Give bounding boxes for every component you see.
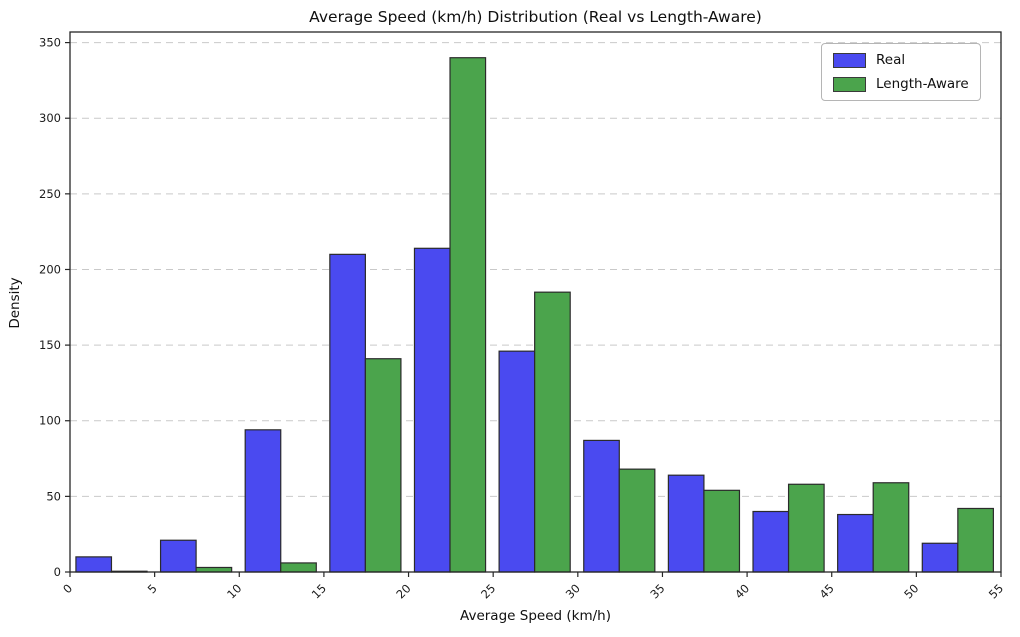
bar-real-bin-0 xyxy=(75,556,113,573)
legend-item-length-aware: Length-Aware xyxy=(833,76,969,92)
x-tick-label: 30 xyxy=(563,581,583,601)
bar-length-aware-bin-7 xyxy=(703,489,741,573)
x-tick-label: 10 xyxy=(224,581,244,601)
bar-real-bin-3 xyxy=(329,253,366,573)
bar-real-bin-2 xyxy=(244,429,282,573)
y-tick-label: 50 xyxy=(46,489,61,503)
legend: Real Length-Aware xyxy=(821,43,981,101)
bar-length-aware-bin-6 xyxy=(618,468,656,573)
x-tick-label: 55 xyxy=(986,581,1006,601)
bar-length-aware-bin-5 xyxy=(534,291,571,573)
bar-length-aware-bin-4 xyxy=(449,57,487,573)
x-tick-label: 45 xyxy=(817,581,837,601)
legend-swatch-length-aware-icon xyxy=(833,76,866,92)
y-axis-label: Density xyxy=(7,277,23,329)
x-tick-label: 20 xyxy=(393,581,413,601)
x-tick-label: 40 xyxy=(732,581,752,601)
y-tick-label: 350 xyxy=(39,36,61,50)
y-tick-label: 100 xyxy=(39,414,61,428)
x-tick-label: 25 xyxy=(478,581,498,601)
legend-item-real: Real xyxy=(833,52,969,68)
bar-real-bin-8 xyxy=(752,510,790,573)
y-tick-label: 250 xyxy=(39,187,61,201)
x-tick-label: 0 xyxy=(60,581,75,596)
x-tick-label: 35 xyxy=(647,581,667,601)
bar-length-aware-bin-3 xyxy=(364,358,402,573)
bar-length-aware-bin-8 xyxy=(787,483,825,573)
bar-length-aware-bin-2 xyxy=(280,562,317,573)
bar-length-aware-bin-1 xyxy=(195,566,233,573)
bar-real-bin-1 xyxy=(159,539,197,573)
bar-length-aware-bin-9 xyxy=(872,482,910,573)
bar-length-aware-bin-10 xyxy=(957,507,994,573)
legend-label-real: Real xyxy=(876,52,906,68)
bar-real-bin-10 xyxy=(921,542,959,573)
y-tick-label: 0 xyxy=(54,565,61,579)
chart-title: Average Speed (km/h) Distribution (Real … xyxy=(309,8,762,26)
plot-border xyxy=(69,31,1002,573)
y-tick-label: 200 xyxy=(39,262,61,276)
bar-real-bin-9 xyxy=(837,513,874,573)
legend-swatch-real-icon xyxy=(833,52,866,68)
x-tick-label: 5 xyxy=(145,581,160,596)
x-tick-label: 50 xyxy=(901,581,921,601)
bar-real-bin-7 xyxy=(667,474,705,573)
x-axis-label: Average Speed (km/h) xyxy=(460,608,611,624)
bar-real-bin-4 xyxy=(413,247,451,573)
x-tick-label: 15 xyxy=(309,581,329,601)
bar-real-bin-5 xyxy=(498,350,536,573)
bar-real-bin-6 xyxy=(583,439,620,573)
y-tick-label: 150 xyxy=(39,338,61,352)
y-tick-label: 300 xyxy=(39,111,61,125)
legend-label-length-aware: Length-Aware xyxy=(876,76,969,92)
